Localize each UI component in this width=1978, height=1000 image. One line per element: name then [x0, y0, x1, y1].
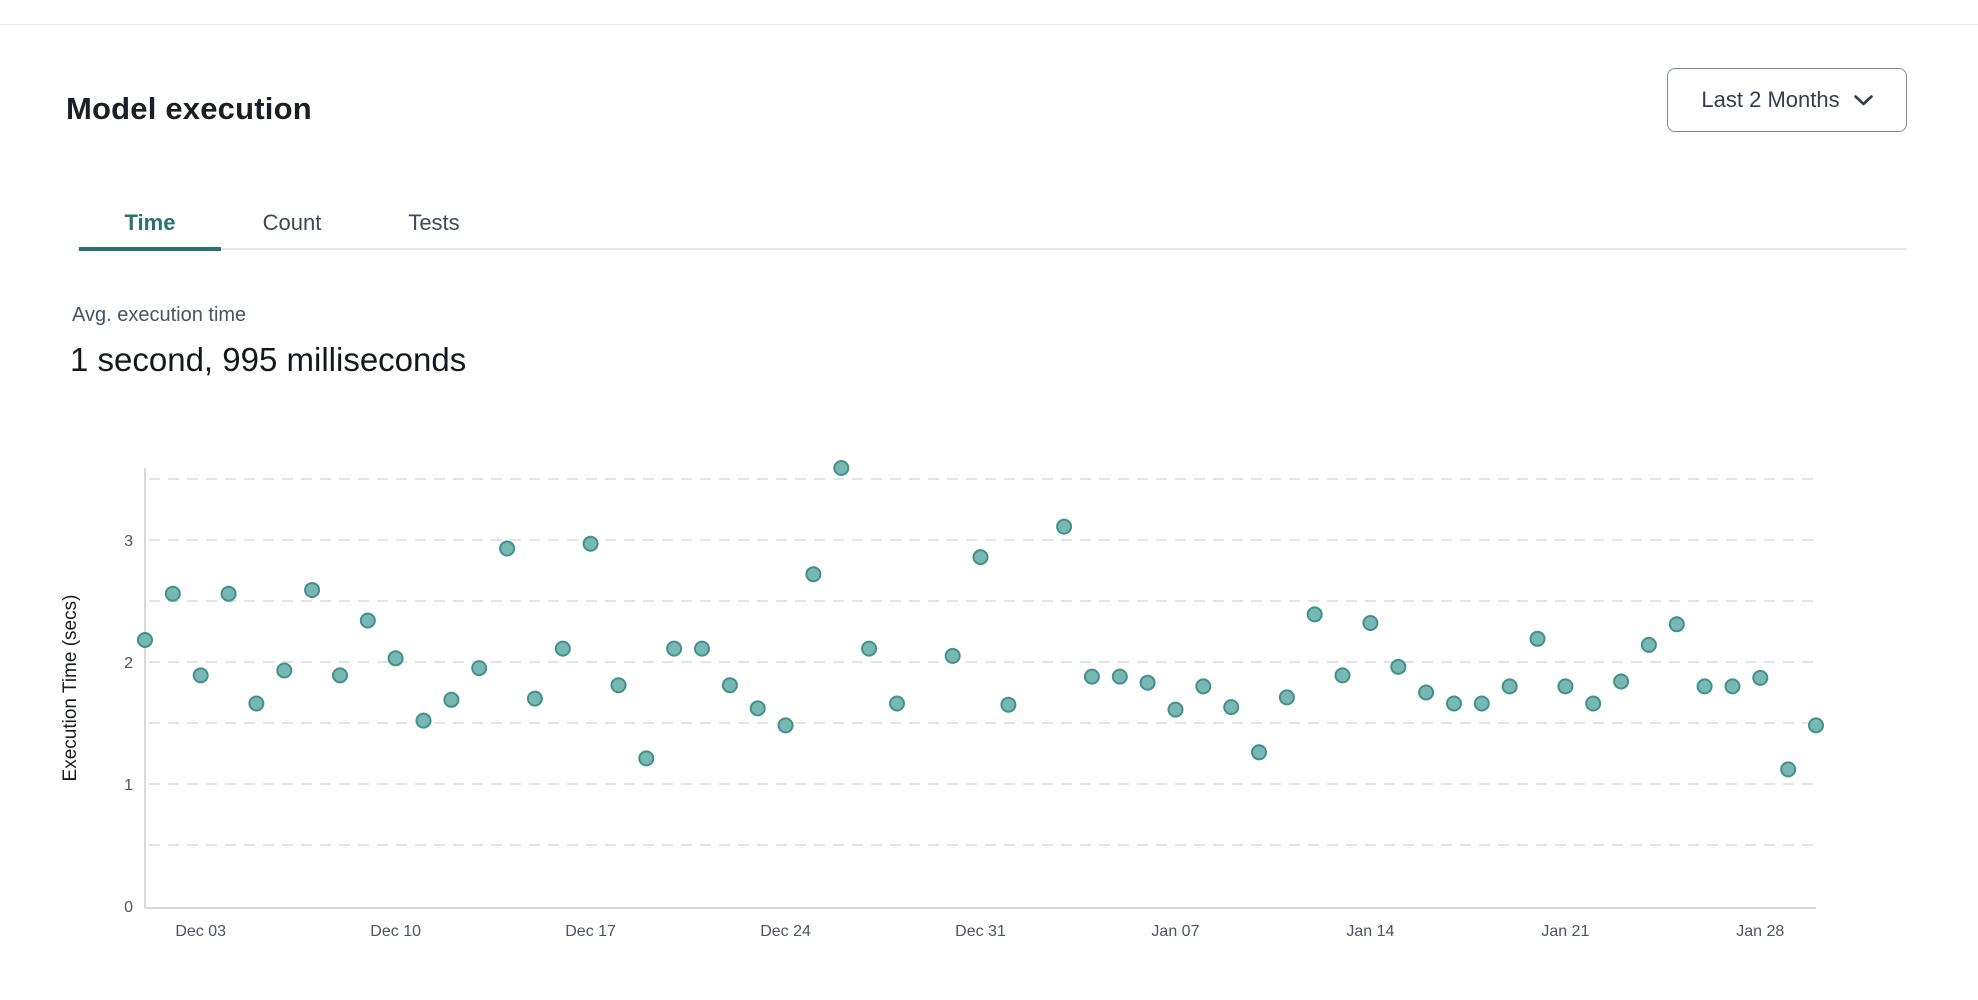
x-tick-label: Jan 14 [1346, 923, 1394, 940]
x-tick-label: Jan 28 [1736, 923, 1784, 940]
data-point[interactable] [1529, 630, 1546, 647]
data-point[interactable] [1446, 695, 1462, 712]
data-point[interactable] [443, 691, 460, 708]
data-point[interactable] [1808, 717, 1824, 734]
tab-tests[interactable]: Tests [363, 196, 505, 250]
data-point[interactable] [1473, 695, 1490, 712]
data-point[interactable] [805, 566, 822, 583]
tab-count[interactable]: Count [221, 196, 363, 250]
data-point[interactable] [1668, 616, 1685, 633]
y-tick-label: 3 [124, 533, 133, 550]
date-range-label: Last 2 Months [1701, 87, 1840, 112]
avg-execution-time-value: 1 second, 995 milliseconds [70, 341, 467, 378]
tab-bar: Time Count Tests [79, 196, 505, 251]
tab-count-label: Count [262, 210, 322, 235]
data-point[interactable] [1223, 699, 1240, 716]
data-point[interactable] [1390, 658, 1407, 675]
x-tick-label: Dec 10 [370, 923, 421, 940]
top-divider [0, 24, 1978, 25]
chevron-down-icon [1853, 94, 1873, 105]
y-tick-label: 1 [124, 777, 133, 794]
tab-time[interactable]: Time [79, 196, 221, 251]
tabs-divider [78, 248, 1907, 250]
data-point[interactable] [526, 690, 543, 707]
data-point[interactable] [1724, 678, 1741, 695]
data-point[interactable] [972, 549, 989, 566]
data-point[interactable] [304, 582, 321, 598]
data-point[interactable] [1056, 518, 1073, 535]
y-tick-label: 2 [124, 655, 133, 672]
data-point[interactable] [1501, 678, 1518, 695]
data-point[interactable] [499, 540, 516, 557]
data-point[interactable] [1167, 701, 1184, 718]
data-point[interactable] [1640, 636, 1657, 653]
data-point[interactable] [554, 640, 571, 657]
data-point[interactable] [276, 662, 293, 679]
data-point[interactable] [694, 640, 710, 657]
data-point[interactable] [1139, 674, 1156, 691]
data-point[interactable] [471, 660, 488, 677]
data-point[interactable] [220, 585, 237, 602]
data-point[interactable] [359, 612, 376, 629]
data-point[interactable] [332, 667, 348, 684]
data-point[interactable] [1696, 678, 1713, 695]
data-point[interactable] [1362, 615, 1379, 631]
data-point[interactable] [1334, 667, 1351, 684]
data-point[interactable] [638, 750, 655, 767]
data-point[interactable] [415, 712, 432, 729]
x-tick-label: Dec 03 [175, 923, 226, 940]
data-point[interactable] [721, 677, 738, 694]
data-point[interactable] [1557, 678, 1574, 695]
x-tick-label: Jan 21 [1541, 923, 1589, 940]
data-point[interactable] [1195, 678, 1212, 695]
data-point[interactable] [1083, 668, 1100, 685]
avg-execution-time-label: Avg. execution time [72, 304, 247, 326]
data-point[interactable] [889, 695, 905, 712]
execution-time-chart: 0 1 2 3 Dec 03 Dec 10 Dec 17 Dec 24 Dec 31 Jan 07… [60, 460, 1824, 940]
data-point[interactable] [1111, 668, 1128, 685]
data-point[interactable] [1752, 669, 1769, 686]
data-point[interactable] [861, 640, 878, 657]
data-point[interactable] [777, 717, 794, 734]
x-tick-label: Jan 07 [1151, 923, 1199, 940]
data-point[interactable] [164, 585, 181, 602]
data-point[interactable] [1780, 761, 1797, 778]
y-tick-label: 0 [124, 899, 133, 916]
data-point[interactable] [666, 640, 683, 657]
data-point[interactable] [1585, 695, 1602, 712]
y-axis-title: Execution Time (secs) [60, 595, 81, 782]
data-point[interactable] [749, 700, 766, 717]
data-point[interactable] [1000, 696, 1017, 713]
data-point[interactable] [1613, 673, 1630, 690]
x-tick-label: Dec 24 [760, 923, 811, 940]
data-point[interactable] [192, 667, 209, 684]
data-point[interactable] [248, 695, 265, 712]
data-point[interactable] [1251, 744, 1267, 761]
data-point[interactable] [1306, 606, 1323, 623]
tab-tests-label: Tests [408, 210, 460, 235]
x-tick-label: Dec 31 [955, 923, 1006, 940]
page-title: Model execution [66, 90, 312, 126]
data-point[interactable] [1278, 689, 1295, 706]
data-point[interactable] [944, 647, 961, 664]
date-range-dropdown[interactable]: Last 2 Months [1667, 68, 1907, 132]
data-point[interactable] [582, 535, 599, 552]
tab-time-label: Time [124, 210, 176, 235]
data-point[interactable] [610, 677, 627, 694]
x-tick-label: Dec 17 [565, 923, 616, 940]
data-point[interactable] [137, 632, 153, 648]
data-point[interactable] [1418, 684, 1435, 701]
data-point[interactable] [833, 460, 850, 476]
data-point[interactable] [387, 650, 404, 667]
